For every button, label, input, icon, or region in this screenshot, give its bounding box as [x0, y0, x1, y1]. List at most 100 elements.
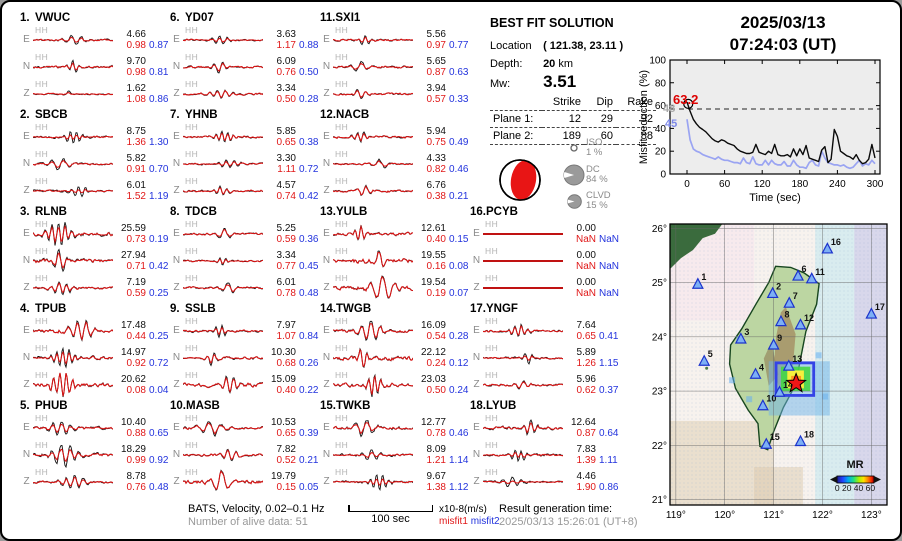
trace-NACB-Z: Z HH 6.76 0.38 0.21 [320, 176, 468, 204]
misfit-values: 0.87 0.63 [415, 67, 469, 78]
trace-svg [482, 379, 564, 390]
station-TWKB: 15.TWKB E HH 12.77 0.78 0.46 N HH 8.09 1.21 1.14 Z H… [320, 400, 468, 496]
waveform-TPUB-N: HH [32, 343, 114, 371]
amplitude-value: 10.53 [270, 416, 296, 428]
misfit-values: 0.75 0.49 [415, 137, 469, 148]
trace-SXI1-E: E HH 5.56 0.97 0.77 [320, 24, 469, 53]
trace-YHNB-Z: Z HH 4.57 0.74 0.42 [170, 176, 318, 204]
amplitude-value: 0.00 [576, 222, 596, 234]
trace-values: 22.12 0.24 0.12 [415, 347, 469, 369]
trace-PCYB-E: E HH 0.00 NaN NaN [470, 219, 619, 247]
amplitude-value: 12.61 [420, 222, 446, 234]
focal-mechanism-beachball [499, 159, 541, 201]
misfit2-value: 1.14 [449, 454, 469, 466]
synthetic-trace [182, 89, 264, 98]
component-label: N [322, 61, 331, 72]
observed-trace [32, 58, 114, 73]
station-marker-4 [749, 367, 762, 379]
misfit1-legend: misfit1 [439, 516, 468, 527]
waveform-PCYB-E: HH [483, 219, 563, 247]
station-number: 5. [20, 400, 30, 412]
amplitude-value: 27.94 [120, 249, 146, 261]
misfit2-value: 0.77 [449, 39, 469, 51]
x-tick-label: 120 [754, 179, 771, 190]
component-label: Z [23, 185, 30, 196]
synthetic-trace [182, 376, 264, 393]
station-number: 10. [170, 400, 186, 412]
misfit1-value: 0.97 [426, 39, 446, 51]
misfit1-value: 1.26 [576, 357, 596, 369]
amplitude-value: 14.97 [120, 346, 146, 358]
amplitude-value: 4.66 [126, 28, 146, 40]
trace-values: 19.79 0.15 0.05 [265, 471, 319, 493]
trace-values: 5.94 0.75 0.49 [415, 126, 469, 148]
synthetic-trace [183, 228, 264, 237]
trace-svg [332, 223, 414, 241]
component-label: E [173, 325, 180, 336]
component-label: E [323, 131, 330, 142]
misfit1-value: 0.98 [126, 66, 146, 78]
misfit1-value: 0.82 [426, 163, 446, 175]
waveform-YD07-Z: HH [182, 79, 264, 107]
trace-TDCB-N: N HH 3.34 0.77 0.45 [170, 246, 319, 274]
misfit-values: 0.88 0.65 [115, 428, 169, 439]
misfit2-value: 0.39 [299, 427, 319, 439]
amplitude-unit-note: x10-8(m/s) misfit1 misfit2 [439, 504, 500, 528]
depth-unit: km [558, 58, 574, 70]
best-point-marker [683, 98, 694, 109]
waveform-SSLB-N: HH [182, 343, 264, 371]
station-PHUB: 5. PHUB E HH 10.40 0.88 0.65 N HH 18.29 0.99 0.92 Z H… [20, 400, 168, 496]
component-label: Z [473, 476, 480, 487]
misfit1-value: 1.07 [276, 330, 296, 342]
synthetic-trace [332, 223, 414, 240]
observed-trace [182, 420, 264, 437]
station-marker-18 [794, 434, 807, 447]
synthetic-trace [182, 61, 264, 72]
amplitude-value: 15.09 [270, 373, 296, 385]
bandpass-note: BATS, Velocity, 0.02–0.1 Hz [188, 503, 325, 515]
misfit2-value: 1.30 [149, 136, 169, 148]
waveform-MASB-N: HH [182, 440, 264, 468]
trace-YHNB-N: N HH 3.30 1.11 0.72 [170, 149, 319, 177]
station-code: SSLB [185, 303, 216, 315]
trace-svg [182, 448, 264, 461]
lon-tick-label: 120° [714, 510, 735, 521]
trace-values: 7.83 1.39 1.11 [565, 444, 618, 466]
misfit1-value: 0.98 [126, 39, 146, 51]
station-marker-17 [865, 307, 878, 319]
misfit-reduction-chart: 0 20 40 60 80 100 0 60 120 180 240 300 48 63.2 45 Misfi… [637, 52, 900, 222]
map-frame [669, 223, 888, 506]
channel-label: HH [335, 24, 349, 35]
y-tick-label: 80 [655, 78, 667, 89]
data-source-note: BATS, Velocity, 0.02–0.1 Hz Number of al… [188, 503, 325, 529]
misfit2-value: 0.81 [149, 66, 169, 78]
trace-values: 5.89 1.26 1.15 [565, 347, 619, 369]
channel-label: HH [485, 439, 499, 450]
synthetic-trace [482, 421, 564, 434]
trace-YNGF-E: E HH 7.64 0.65 0.41 [470, 316, 618, 344]
synthetic-trace [183, 469, 264, 490]
misfit2-value: 0.70 [149, 163, 169, 175]
station-marker-label: 7 [793, 291, 798, 301]
misfit-values: 0.77 0.45 [265, 261, 319, 272]
trace-values: 14.97 0.92 0.72 [115, 346, 169, 369]
trace-RLNB-E: E HH 25.59 0.73 0.19 [20, 219, 168, 247]
lon-tick-label: 123° [861, 510, 882, 521]
misfit2-value: 0.48 [299, 287, 319, 299]
component-label: Z [173, 185, 180, 196]
waveform-YHNB-E: HH [182, 122, 264, 150]
amplitude-value: 9.70 [126, 55, 146, 67]
amplitude-value: 5.85 [276, 125, 296, 137]
station-NACB: 12.NACB E HH 5.94 0.75 0.49 N HH 4.33 0.82 0.46 Z HH… [320, 109, 468, 205]
misfit2-value: 0.38 [299, 136, 319, 148]
location-value: ( 121.38, 23.11 ) [543, 40, 624, 52]
misfit1-value: 0.76 [276, 66, 296, 78]
amplitude-value: 10.30 [270, 346, 296, 358]
amplitude-value: 4.46 [576, 470, 596, 482]
station-title: 16.PCYB [470, 206, 618, 220]
station-marker-label: 11 [815, 267, 825, 277]
plane2-label: Plane 2: [490, 127, 542, 145]
amplitude-value: 1.62 [126, 82, 146, 94]
channel-label: HH [335, 369, 349, 380]
trace-LYUB-E: E HH 12.64 0.87 0.64 [470, 413, 618, 441]
